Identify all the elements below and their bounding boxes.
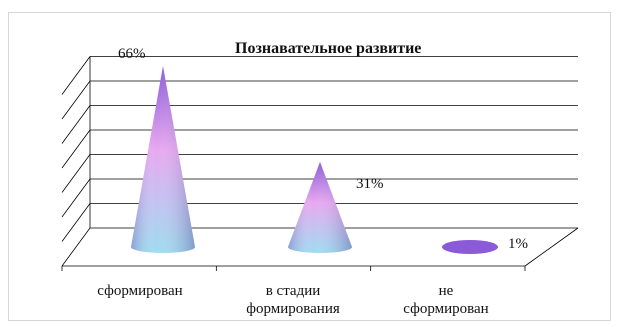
category-label-line: в стадии [265,283,321,299]
cone-shade-2 [288,161,352,253]
category-label-line: формирования [246,301,340,317]
category-label: не сформирован [371,282,521,318]
category-label: сформирован [65,282,215,300]
category-label-line: сформирован [403,301,489,317]
gridline-side [61,129,91,169]
gridline-side [61,154,91,193]
category-label-line: сформирован [97,283,183,299]
chart-frame [8,12,611,321]
data-label: 31% [356,176,384,192]
data-label: 1% [508,236,528,252]
gridline-side [61,56,91,95]
chart-title: Познавательное развитие [235,40,422,57]
gridline-side [61,178,91,218]
cone-shade-1 [131,65,195,254]
data-label: 66% [118,46,146,62]
cone-3 [442,240,498,254]
category-label: в стадии формирования [218,282,368,318]
gridline-side [61,203,91,242]
gridline-side [61,80,91,120]
floor-right-edge [524,227,579,267]
gridline-side [61,227,91,267]
category-label-line: не [438,283,454,299]
gridline-side [61,105,91,144]
